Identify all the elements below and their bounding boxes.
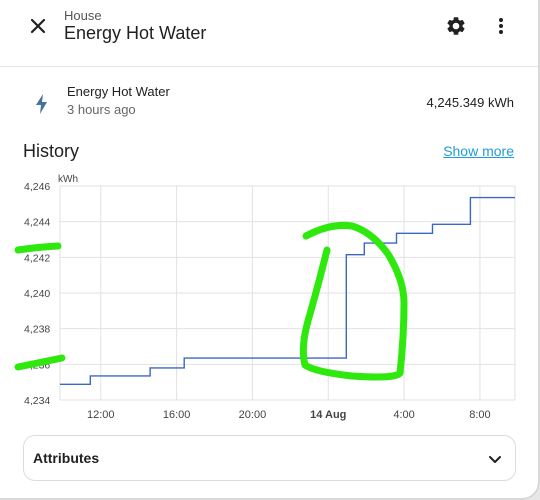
close-button[interactable]	[22, 10, 54, 42]
chart-y-tick-label: 4,244	[24, 217, 50, 229]
more-options-button[interactable]	[485, 10, 517, 42]
chart-y-tick-label: 4,240	[24, 288, 50, 300]
lightning-bolt-icon	[36, 94, 47, 114]
history-heading: History	[23, 141, 80, 161]
chart-x-tick-label: 20:00	[239, 409, 267, 421]
chevron-down-icon	[489, 456, 501, 463]
highlight-loop-jump	[299, 222, 408, 381]
attributes-label: Attributes	[33, 450, 100, 466]
chart-x-tick-label: 4:00	[393, 409, 414, 421]
chart-y-tick-label: 4,242	[24, 252, 50, 264]
dialog-header: House Energy Hot Water	[0, 0, 538, 66]
chart-y-tick-label: 4,234	[24, 395, 50, 407]
history-chart: kWh4,2344,2364,2384,2404,2424,2444,24612…	[14, 174, 516, 421]
show-more-link[interactable]: Show more	[443, 143, 514, 159]
more-vertical-icon	[499, 18, 503, 34]
chart-x-tick-label: 14 Aug	[310, 409, 346, 421]
gear-icon	[447, 17, 465, 35]
attributes-expander[interactable]: Attributes	[23, 435, 516, 481]
entity-last-changed: 3 hours ago	[67, 102, 136, 117]
settings-button[interactable]	[440, 10, 472, 42]
entity-name: Energy Hot Water	[67, 84, 170, 99]
breadcrumb: House	[64, 8, 102, 23]
close-icon	[30, 18, 46, 34]
chart-y-tick-label: 4,238	[24, 324, 50, 336]
chart-x-tick-label: 16:00	[163, 409, 191, 421]
chart-x-tick-label: 8:00	[469, 409, 490, 421]
highlight-mark-4236	[14, 354, 66, 371]
chart-unit-label: kWh	[58, 174, 78, 185]
entity-state-value: 4,245.349 kWh	[426, 95, 514, 110]
chart-y-tick-label: 4,246	[24, 181, 50, 193]
header-divider	[0, 66, 538, 67]
chart-x-tick-label: 12:00	[87, 409, 115, 421]
dialog-title: Energy Hot Water	[64, 23, 207, 43]
highlight-mark-4242	[14, 242, 62, 254]
chart-series-line	[60, 196, 515, 386]
